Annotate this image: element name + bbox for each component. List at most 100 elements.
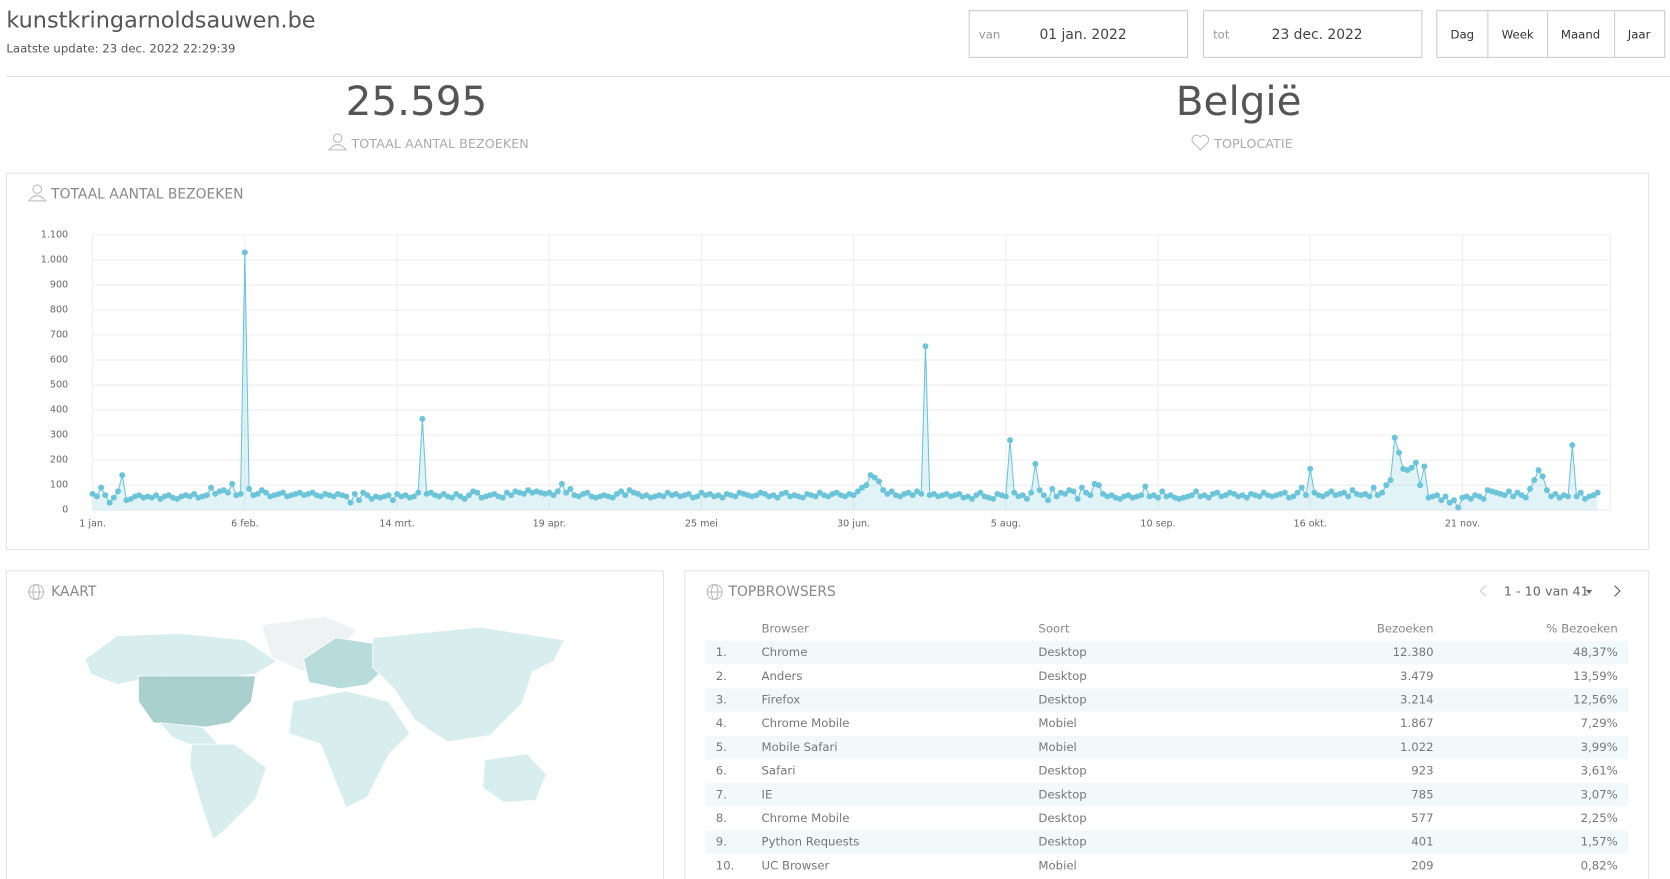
- point: [351, 490, 358, 497]
- button[interactable]: Dag: [1451, 28, 1475, 42]
- pager-caret[interactable]: [1585, 589, 1593, 595]
- to-label: tot: [1213, 28, 1230, 42]
- cell: 48,37%: [1573, 645, 1618, 659]
- prev-page[interactable]: [1479, 585, 1487, 597]
- cell: Desktop: [1038, 835, 1086, 849]
- south-america: [189, 743, 267, 841]
- point: [567, 485, 574, 492]
- cell: 12.380: [1393, 645, 1434, 659]
- point: [1383, 482, 1390, 489]
- point: [1442, 493, 1449, 500]
- point: [1007, 437, 1014, 444]
- button[interactable]: Week: [1502, 28, 1534, 42]
- cell: 7,29%: [1581, 716, 1618, 730]
- point: [191, 490, 198, 497]
- column-header: % Bezoeken: [1546, 622, 1618, 636]
- point: [1408, 464, 1415, 471]
- cell: 209: [1411, 858, 1433, 872]
- point: [1391, 434, 1398, 441]
- y-tick-label: 1.000: [41, 254, 68, 265]
- point: [153, 492, 160, 499]
- point: [1467, 495, 1474, 502]
- cell: 3.: [716, 693, 727, 707]
- point: [799, 494, 806, 501]
- point: [660, 493, 667, 500]
- point: [389, 497, 396, 504]
- point: [622, 492, 629, 499]
- point: [1011, 489, 1018, 496]
- button[interactable]: Jaar: [1627, 28, 1651, 42]
- point: [1078, 484, 1085, 491]
- table-title: TOPBROWSERS: [727, 584, 836, 600]
- point: [1302, 492, 1309, 499]
- next-page[interactable]: [1614, 585, 1621, 597]
- pager[interactable]: 1 - 10 van 41: [1504, 585, 1589, 600]
- globe-icon: [28, 584, 45, 600]
- point: [1434, 492, 1441, 499]
- cell: 785: [1411, 787, 1433, 801]
- point: [1395, 449, 1402, 456]
- point: [888, 488, 895, 495]
- period-buttons: Dag Week Maand Jaar: [1436, 10, 1666, 58]
- site-title: kunstkringarnoldsauwen.be: [6, 8, 315, 34]
- point: [1062, 490, 1068, 497]
- browsers-table: Browser Soort Bezoeken % Bezoeken 1. Chrome De…: [705, 622, 1629, 872]
- point: [241, 249, 248, 256]
- cell: 3.479: [1400, 669, 1434, 683]
- y-tick-label: 300: [50, 430, 68, 441]
- point: [1023, 495, 1030, 502]
- point: [508, 492, 515, 499]
- point: [871, 474, 878, 481]
- australia: [482, 753, 547, 803]
- to-date[interactable]: 23 dec. 2022: [1272, 27, 1363, 43]
- from-field[interactable]: [968, 10, 1189, 58]
- point: [385, 492, 392, 499]
- point: [1535, 467, 1542, 474]
- cell: 0,82%: [1581, 858, 1618, 872]
- y-tick-label: 900: [50, 279, 68, 290]
- point: [854, 488, 861, 495]
- heart-icon: [1191, 134, 1210, 151]
- usa: [138, 675, 257, 728]
- point: [969, 495, 975, 502]
- africa: [288, 690, 411, 809]
- from-date[interactable]: 01 jan. 2022: [1039, 27, 1126, 43]
- button[interactable]: Maand: [1561, 28, 1600, 42]
- point: [1095, 482, 1102, 489]
- x-tick-label: 16 okt.: [1293, 519, 1326, 530]
- point: [563, 489, 570, 496]
- point: [102, 492, 109, 499]
- column-header: Browser: [762, 622, 810, 636]
- point: [1142, 483, 1149, 490]
- point: [1450, 497, 1457, 504]
- point: [618, 488, 625, 495]
- cell: 2,25%: [1581, 811, 1618, 825]
- user-icon: [327, 133, 348, 151]
- point: [876, 478, 882, 485]
- chart: 0 100 200 300 400 500 600 700 800 900 1.000 1.100 1 …: [41, 229, 1611, 529]
- cell: UC Browser: [762, 858, 830, 872]
- x-tick-label: 6 feb.: [231, 519, 259, 530]
- row-background: [705, 783, 1629, 807]
- point: [1412, 459, 1419, 466]
- point: [410, 493, 417, 500]
- point: [1256, 493, 1263, 500]
- cell: 1.: [716, 645, 727, 659]
- cell: 6.: [716, 764, 727, 778]
- cell: 10.: [716, 858, 735, 872]
- point: [1417, 482, 1424, 489]
- cell: 1.022: [1400, 740, 1434, 754]
- point: [863, 482, 870, 489]
- to-field[interactable]: [1202, 10, 1423, 58]
- point: [356, 497, 362, 504]
- point: [1505, 488, 1512, 495]
- point: [115, 488, 122, 495]
- point: [609, 494, 616, 501]
- point: [364, 492, 371, 499]
- point: [977, 489, 984, 496]
- point: [1045, 497, 1052, 504]
- cell: Anders: [762, 669, 803, 683]
- point: [263, 489, 269, 496]
- point: [554, 488, 561, 495]
